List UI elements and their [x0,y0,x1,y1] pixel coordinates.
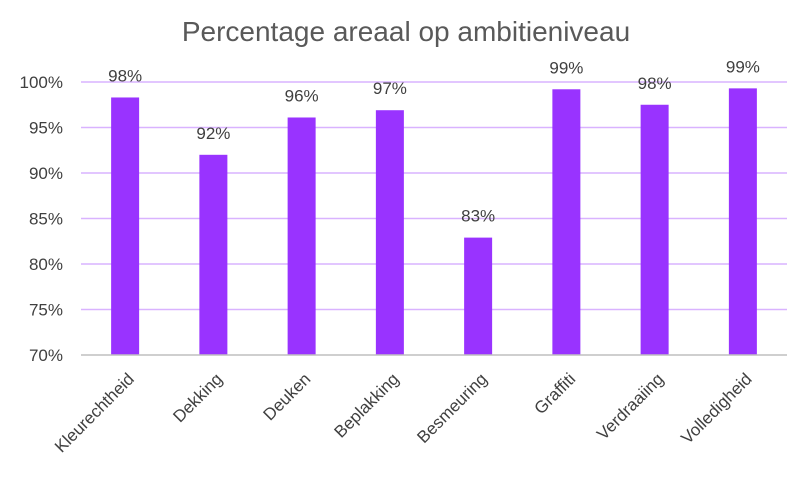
y-tick-label: 75% [29,301,63,320]
x-tick-label-5: Graffiti [531,369,580,418]
bar-5 [552,89,581,355]
y-tick-label: 100% [20,73,63,92]
x-tick-label-2: Deuken [260,369,315,424]
chart-title: Percentage areaal op ambitieniveau [181,16,631,47]
x-tick-label-0: Kleurechtheid [51,369,138,456]
bar-4 [464,237,493,355]
y-tick-label: 80% [29,255,63,274]
x-tick-label-4: Besmeuring [413,369,491,447]
bar-0 [111,97,140,355]
y-tick-label: 95% [29,119,63,138]
data-label-6: 98% [638,74,672,93]
data-label-2: 96% [285,86,319,105]
data-label-1: 92% [196,124,230,143]
x-tick-label-3: Beplakking [330,369,402,441]
bar-6 [640,104,669,355]
x-tick-label-1: Dekking [169,369,226,426]
data-label-3: 97% [373,79,407,98]
bar-2 [287,117,316,356]
data-label-0: 98% [108,66,142,85]
y-tick-label: 90% [29,164,63,183]
bar-3 [375,110,404,356]
y-tick-label: 85% [29,210,63,229]
y-tick-label: 70% [29,346,63,365]
bar-1 [199,154,228,355]
data-label-7: 99% [726,57,760,76]
x-tick-label-6: Verdraaiing [593,369,667,443]
bar-7 [728,88,757,356]
data-label-5: 99% [549,58,583,77]
data-label-4: 83% [461,207,495,226]
x-tick-label-7: Volledigheid [677,369,755,447]
